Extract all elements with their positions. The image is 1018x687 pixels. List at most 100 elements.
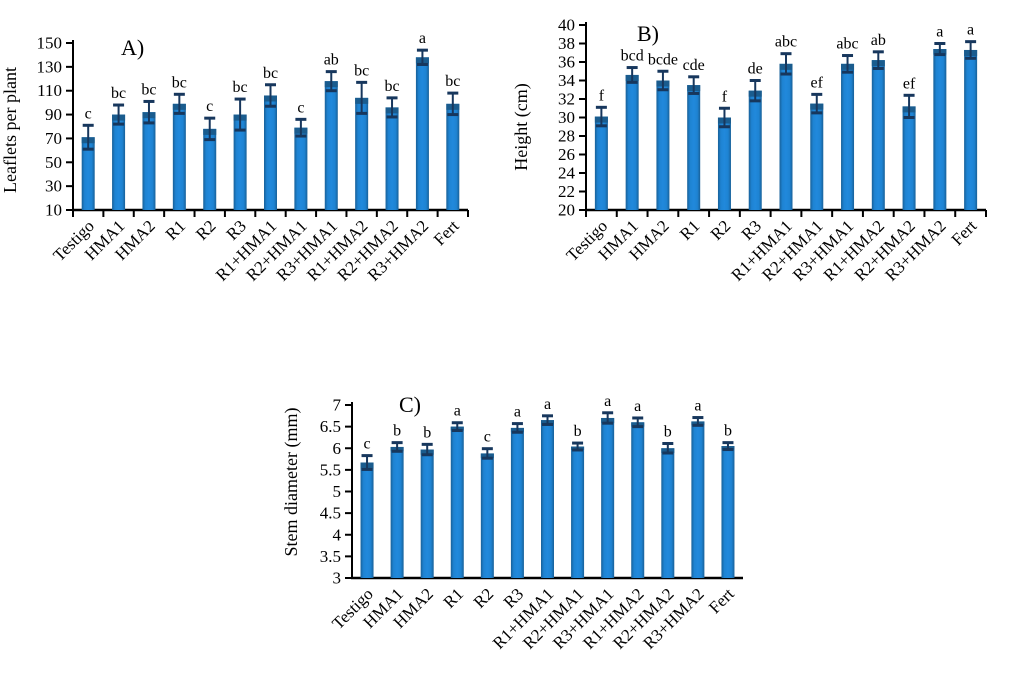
y-axis-title-C: Stem diameter (mm) <box>281 408 302 557</box>
bar-R2 <box>480 453 494 578</box>
y-axis-title-B: Height (cm) <box>511 83 532 170</box>
bar-R2 <box>203 128 217 210</box>
sig-letter-Testigo: f <box>599 87 605 104</box>
bar-HMA2 <box>656 80 670 210</box>
bar-HMA2 <box>142 112 156 210</box>
sig-letter-Fert: bc <box>445 73 460 90</box>
sig-letter-R2: c <box>206 98 213 115</box>
y-tick-label: 28 <box>558 127 575 146</box>
y-tick-label: 5 <box>333 482 342 501</box>
sig-letter-R3+HMA1: a <box>604 393 611 410</box>
sig-letter-R3: de <box>748 61 763 78</box>
sig-letter-HMA1: bcd <box>621 48 644 65</box>
y-tick-label: 5.5 <box>320 460 341 479</box>
chart-C: C)Stem diameter (mm)33.544.555.566.57cTe… <box>281 392 743 653</box>
x-category-label-R2: R2 <box>470 584 497 611</box>
sig-letter-Testigo: c <box>363 436 370 453</box>
sig-letter-R2+HMA1: b <box>574 423 582 440</box>
bar-R2+HMA1 <box>294 127 308 210</box>
y-tick-label: 110 <box>37 81 62 100</box>
bar-R1+HMA2 <box>355 97 369 210</box>
y-tick-label: 6.5 <box>320 417 341 436</box>
sig-letter-R1+HMA2: bc <box>354 62 369 79</box>
sig-letter-R2+HMA1: c <box>297 99 304 116</box>
sig-letter-HMA2: b <box>423 424 431 441</box>
sig-letter-R2+HMA2: ef <box>903 75 916 92</box>
y-tick-label: 38 <box>558 34 575 53</box>
bar-R1+HMA1 <box>541 420 554 578</box>
bar-R2 <box>717 117 731 210</box>
y-tick-label: 36 <box>558 53 575 72</box>
x-category-label-R1: R1 <box>440 584 467 611</box>
bar-R3 <box>233 114 247 210</box>
y-tick-label: 20 <box>558 201 575 220</box>
bar-R3+HMA1 <box>324 81 338 211</box>
bar-Fert <box>964 49 978 210</box>
bar-R2+HMA2 <box>902 106 916 210</box>
bar-Testigo <box>594 116 608 210</box>
y-tick-label: 32 <box>558 90 575 109</box>
bar-R2+HMA2 <box>385 107 399 210</box>
y-tick-label: 6 <box>333 439 342 458</box>
bar-HMA1 <box>112 114 126 210</box>
sig-letter-R2+HMA1: ef <box>811 74 824 91</box>
bar-R3+HMA1 <box>841 63 855 210</box>
y-tick-label: 34 <box>558 71 576 90</box>
bar-R3+HMA2 <box>415 57 429 210</box>
bar-R2+HMA1 <box>810 103 824 210</box>
chart-A: A) Leaflets per plant 10 30 50 70 90 110 130 150 c… <box>0 30 469 285</box>
bar-R1+HMA2 <box>631 422 645 578</box>
sig-letter-HMA1: bc <box>111 85 126 102</box>
y-tick-label: 26 <box>558 145 575 164</box>
x-category-label-Fert: Fert <box>705 584 738 617</box>
sig-letter-R3+HMA1: ab <box>324 52 339 69</box>
sig-letter-Fert: a <box>967 22 974 39</box>
panel-label-A: A) <box>121 35 144 60</box>
sig-letter-R1+HMA2: a <box>634 398 641 415</box>
sig-letter-R2+HMA2: bc <box>384 78 399 95</box>
sig-letter-R1+HMA1: abc <box>775 34 797 51</box>
x-category-label-R1: R1 <box>676 216 703 243</box>
y-tick-label: 70 <box>45 129 62 148</box>
bar-HMA1 <box>390 446 404 578</box>
y-tick-label: 90 <box>45 105 62 124</box>
bar-R1+HMA2 <box>871 60 885 211</box>
y-tick-label: 30 <box>558 108 575 127</box>
x-category-label-R1: R1 <box>162 216 189 243</box>
sig-letter-R1: cde <box>683 57 705 74</box>
sig-letter-R2+HMA2: b <box>664 423 672 440</box>
sig-letter-R1+HMA2: ab <box>871 32 886 49</box>
sig-letter-R3: bc <box>233 79 248 96</box>
bar-R1+HMA1 <box>264 95 277 210</box>
y-tick-label: 50 <box>45 153 62 172</box>
panel-label-C: C) <box>399 392 421 417</box>
x-category-label-R2: R2 <box>707 216 734 243</box>
bar-R1 <box>172 103 186 210</box>
sig-letter-R2: c <box>484 429 491 446</box>
y-tick-label: 130 <box>37 57 63 76</box>
bar-Fert <box>446 103 460 210</box>
bar-R3 <box>748 90 762 210</box>
sig-letter-R3+HMA2: a <box>694 398 701 415</box>
bar-Testigo <box>81 137 95 210</box>
sig-letter-Testigo: c <box>85 105 92 122</box>
y-tick-label: 3 <box>333 569 342 588</box>
y-tick-label: 22 <box>558 182 575 201</box>
sig-letter-R3: a <box>514 404 521 421</box>
sig-letter-R1+HMA1: a <box>544 396 551 413</box>
y-tick-label: 4 <box>333 525 342 544</box>
y-tick-label: 10 <box>45 201 62 220</box>
y-tick-label: 24 <box>558 164 576 183</box>
bar-R3 <box>510 427 524 578</box>
y-tick-label: 3.5 <box>320 547 341 566</box>
sig-letter-R3+HMA2: a <box>936 24 943 41</box>
y-tick-label: 7 <box>333 396 342 415</box>
sig-letter-R3+HMA1: abc <box>836 36 858 53</box>
sig-letter-R1+HMA1: bc <box>263 65 278 82</box>
bar-R2+HMA2 <box>661 448 675 578</box>
x-category-label-Fert: Fert <box>948 216 981 249</box>
bar-R1 <box>687 85 701 210</box>
bar-R1 <box>450 426 464 578</box>
